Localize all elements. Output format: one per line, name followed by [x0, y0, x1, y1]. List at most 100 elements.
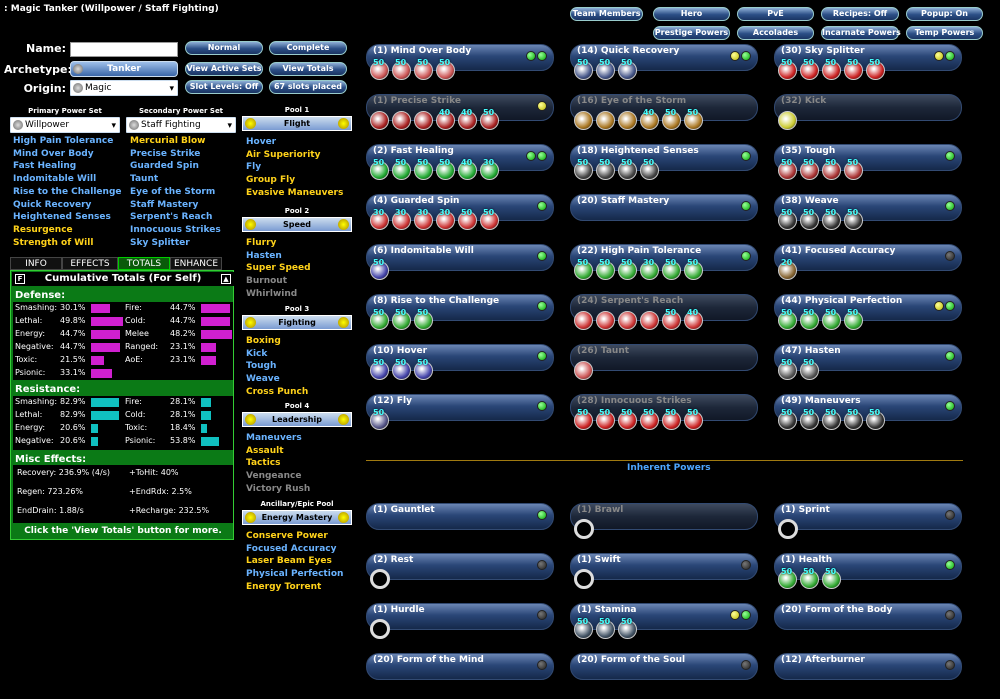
enhancement-icon[interactable]: 50 [574, 58, 593, 80]
tab-effects[interactable]: EFFECTS [62, 257, 118, 270]
power-resurgence[interactable]: Resurgence [13, 224, 73, 235]
power-slot[interactable]: (47) Hasten 50 50 [774, 344, 964, 386]
power-rise-to-the-challenge[interactable]: Rise to the Challenge [13, 186, 122, 197]
power-mercurial-blow[interactable]: Mercurial Blow [130, 136, 206, 146]
power-slot[interactable]: (49) Maneuvers 50 50 50 50 50 [774, 394, 964, 436]
enhancement-icon[interactable]: 30 [414, 208, 433, 230]
top-button-incarnate-powers[interactable]: Incarnate Powers [821, 26, 901, 40]
empty-slot-ring-icon[interactable] [574, 519, 594, 539]
enhancement-icon[interactable]: 50 [414, 158, 433, 180]
power-slot[interactable]: (35) Tough 50 50 50 50 [774, 144, 964, 186]
enhancement-icon[interactable] [574, 111, 593, 130]
enhancement-icon[interactable]: 50 [844, 158, 863, 180]
enhancement-icon[interactable]: 50 [822, 308, 841, 330]
origin-select[interactable]: Magic ▾ [70, 80, 178, 96]
enhancement-icon[interactable]: 50 [844, 208, 863, 230]
power-vengeance[interactable]: Vengeance [246, 471, 302, 482]
btn-67-slots-placed[interactable]: 67 slots placed [269, 80, 347, 94]
enhancement-icon[interactable]: 50 [778, 158, 797, 180]
enhancement-icon[interactable]: 50 [822, 208, 841, 230]
power-innocuous-strikes[interactable]: Innocuous Strikes [130, 224, 221, 235]
btn-view-totals[interactable]: View Totals [269, 62, 347, 76]
enhancement-icon[interactable]: 50 [662, 408, 681, 430]
top-button-team-members[interactable]: Team Members [570, 7, 643, 21]
enhancement-icon[interactable]: 50 [574, 258, 593, 280]
enhancement-icon[interactable]: 50 [596, 158, 615, 180]
power-slot[interactable]: (41) Focused Accuracy 20 [774, 244, 964, 286]
top-button-temp-powers[interactable]: Temp Powers [906, 26, 983, 40]
f-icon[interactable]: F [15, 274, 25, 284]
power-staff-mastery[interactable]: Staff Mastery [130, 199, 199, 210]
power-slot[interactable]: (1) Gauntlet [366, 503, 556, 545]
enhancement-icon[interactable]: 50 [618, 617, 637, 639]
power-slot[interactable]: (1) Hurdle [366, 603, 556, 645]
power-slot[interactable]: (2) Fast Healing 50 50 50 50 40 30 [366, 144, 556, 186]
tab-totals[interactable]: TOTALS [118, 257, 170, 270]
power-energy-torrent[interactable]: Energy Torrent [246, 581, 322, 592]
power-slot[interactable]: (22) High Pain Tolerance 50 50 50 30 50 50 [570, 244, 760, 286]
enhancement-icon[interactable]: 50 [800, 358, 819, 380]
power-indomitable-will[interactable]: Indomitable Will [13, 174, 97, 185]
enhancement-icon[interactable]: 50 [800, 567, 819, 589]
power-high-pain-tolerance[interactable]: High Pain Tolerance [13, 136, 114, 146]
enhancement-icon[interactable]: 50 [684, 258, 703, 280]
power-slot[interactable]: (20) Form of the Mind [366, 653, 556, 695]
enhancement-icon[interactable] [618, 311, 637, 330]
empty-slot-ring-icon[interactable] [370, 569, 390, 589]
power-slot-bar[interactable]: (41) Focused Accuracy [774, 244, 962, 271]
enhancement-icon[interactable] [778, 111, 797, 130]
enhancement-icon[interactable]: 50 [574, 158, 593, 180]
enhancement-icon[interactable]: 50 [778, 58, 797, 80]
enhancement-icon[interactable]: 50 [822, 408, 841, 430]
enhancement-icon[interactable]: 50 [370, 158, 389, 180]
enhancement-icon[interactable] [640, 311, 659, 330]
enhancement-icon[interactable] [618, 111, 637, 130]
enhancement-icon[interactable]: 50 [618, 408, 637, 430]
power-slot[interactable]: (32) Kick [774, 94, 964, 136]
enhancement-icon[interactable]: 50 [370, 408, 389, 430]
enhancement-icon[interactable]: 50 [480, 208, 499, 230]
enhancement-icon[interactable]: 50 [662, 258, 681, 280]
power-slot-bar[interactable]: (1) Swift [570, 553, 758, 580]
power-slot[interactable]: (16) Eye of the Storm 40 50 50 [570, 94, 760, 136]
enhancement-icon[interactable]: 50 [370, 358, 389, 380]
enhancement-icon[interactable]: 50 [436, 158, 455, 180]
enhancement-icon[interactable]: 50 [778, 308, 797, 330]
enhancement-icon[interactable]: 50 [574, 617, 593, 639]
empty-slot-ring-icon[interactable] [778, 519, 798, 539]
power-slot[interactable]: (1) Mind Over Body 50 50 50 50 [366, 44, 556, 86]
enhancement-icon[interactable]: 40 [436, 108, 455, 130]
enhancement-icon[interactable]: 50 [800, 58, 819, 80]
power-slot[interactable]: (18) Heightened Senses 50 50 50 50 [570, 144, 760, 186]
enhancement-icon[interactable]: 50 [800, 158, 819, 180]
enhancement-icon[interactable]: 50 [596, 617, 615, 639]
name-input[interactable] [70, 42, 178, 57]
top-button-recipes-off[interactable]: Recipes: Off [821, 7, 899, 21]
enhancement-icon[interactable]: 50 [844, 308, 863, 330]
enhancement-icon[interactable]: 50 [392, 308, 411, 330]
power-evasive-maneuvers[interactable]: Evasive Maneuvers [246, 187, 344, 198]
enhancement-icon[interactable]: 50 [684, 108, 703, 130]
enhancement-icon[interactable]: 50 [778, 408, 797, 430]
power-slot[interactable]: (4) Guarded Spin 30 30 30 30 50 50 [366, 194, 556, 236]
power-slot[interactable]: (30) Sky Splitter 50 50 50 50 50 [774, 44, 964, 86]
enhancement-icon[interactable]: 50 [618, 58, 637, 80]
enhancement-icon[interactable]: 50 [778, 358, 797, 380]
enhancement-icon[interactable]: 30 [640, 258, 659, 280]
btn-slot-levels-off[interactable]: Slot Levels: Off [185, 80, 263, 94]
enhancement-icon[interactable]: 50 [640, 408, 659, 430]
power-slot-bar[interactable]: (26) Taunt [570, 344, 758, 371]
power-flurry[interactable]: Flurry [246, 238, 277, 248]
power-strength-of-will[interactable]: Strength of Will [13, 237, 94, 248]
power-boxing[interactable]: Boxing [246, 336, 281, 346]
enhancement-icon[interactable]: 50 [866, 408, 885, 430]
power-slot-bar[interactable]: (2) Rest [366, 553, 554, 580]
power-air-superiority[interactable]: Air Superiority [246, 149, 321, 160]
enhancement-icon[interactable]: 30 [392, 208, 411, 230]
secondary-set-select[interactable]: Staff Fighting ▾ [126, 117, 236, 133]
enhancement-icon[interactable]: 50 [392, 358, 411, 380]
power-burnout[interactable]: Burnout [246, 276, 288, 287]
enhancement-icon[interactable]: 50 [480, 108, 499, 130]
power-slot[interactable]: (8) Rise to the Challenge 50 50 50 [366, 294, 556, 336]
power-slot[interactable]: (12) Fly 50 [366, 394, 556, 436]
